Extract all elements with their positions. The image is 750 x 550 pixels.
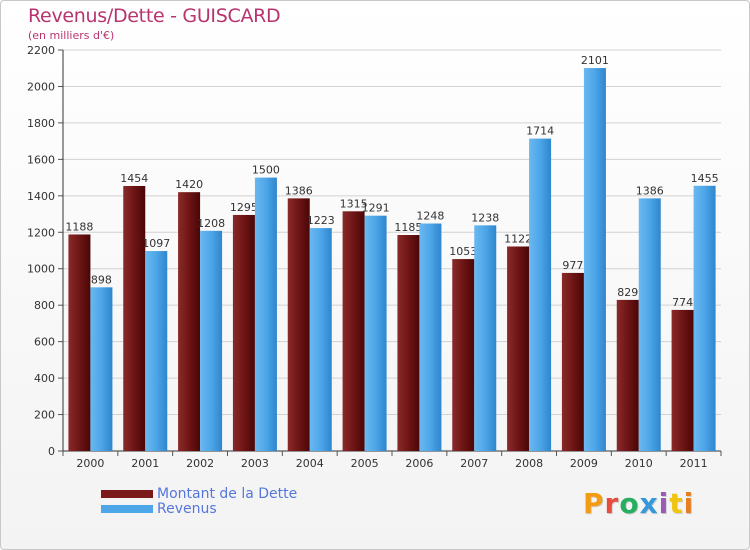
data-label-debt: 1386 [285, 184, 313, 197]
x-tick-label: 2008 [515, 457, 543, 470]
bar-revenue [583, 68, 606, 452]
data-label-debt: 1295 [230, 201, 258, 214]
bar-debt [671, 309, 694, 451]
data-label-revenue: 1248 [416, 210, 444, 223]
logo-letter: x [639, 487, 659, 520]
bar-debt [232, 214, 255, 451]
data-label-revenue: 898 [91, 273, 112, 286]
bar-revenue [693, 185, 716, 451]
y-tick-label: 800 [34, 299, 55, 312]
x-tick-label: 2009 [570, 457, 598, 470]
chart-title: Revenus/Dette - GUISCARD [28, 5, 281, 27]
y-tick-label: 1400 [27, 190, 55, 203]
y-tick-label: 2000 [27, 80, 55, 93]
data-label-revenue: 1208 [197, 217, 225, 230]
bar-debt [561, 272, 584, 451]
data-label-debt: 1454 [120, 172, 148, 185]
bar-revenue [474, 225, 497, 451]
x-tick-label: 2000 [76, 457, 104, 470]
legend-label-debt: Montant de la Dette [157, 486, 298, 502]
data-label-debt: 1122 [504, 232, 532, 245]
y-tick-label: 1800 [27, 117, 55, 130]
bar-revenue [254, 177, 277, 451]
x-tick-label: 2006 [405, 457, 433, 470]
data-label-revenue: 1238 [471, 211, 499, 224]
data-label-debt: 1053 [449, 245, 477, 258]
bar-debt [616, 299, 639, 451]
data-label-revenue: 1455 [691, 172, 719, 185]
bar-debt [397, 235, 420, 451]
x-tick-label: 2007 [460, 457, 488, 470]
bar-revenue [529, 138, 552, 452]
bar-revenue [145, 251, 168, 451]
y-tick-label: 2200 [27, 44, 55, 57]
data-label-debt: 1420 [175, 178, 203, 191]
x-tick-label: 2011 [680, 457, 708, 470]
bar-debt [342, 211, 365, 451]
bar-revenue [364, 215, 387, 451]
proxiti-logo: Proxiti [583, 487, 694, 520]
data-label-revenue: 1223 [307, 214, 335, 227]
bar-revenue [200, 230, 223, 451]
x-tick-label: 2010 [625, 457, 653, 470]
y-tick-label: 200 [34, 409, 55, 422]
y-tick-label: 1000 [27, 263, 55, 276]
logo-letter: i [658, 487, 670, 520]
bar-revenue [638, 198, 661, 451]
legend-swatch-debt [101, 490, 153, 498]
x-tick-label: 2002 [186, 457, 214, 470]
bar-revenue [419, 223, 442, 451]
data-label-debt: 1185 [394, 221, 422, 234]
data-label-debt: 774 [672, 296, 693, 309]
logo-letter: i [683, 487, 695, 520]
y-tick-label: 0 [48, 445, 55, 458]
y-tick-label: 400 [34, 372, 55, 385]
data-label-revenue: 1386 [636, 184, 664, 197]
logo-letter: r [604, 487, 620, 520]
data-label-revenue: 1500 [252, 164, 280, 177]
data-label-revenue: 1291 [362, 202, 390, 215]
bar-debt [452, 259, 475, 451]
bar-revenue [90, 287, 113, 451]
bar-debt [68, 234, 91, 451]
data-label-revenue: 2101 [581, 54, 609, 67]
legend-label-revenue: Revenus [157, 501, 217, 517]
bar-debt [507, 246, 530, 451]
logo-letter: o [619, 487, 640, 520]
y-tick-label: 1200 [27, 226, 55, 239]
logo-letter: P [583, 487, 605, 520]
y-tick-label: 600 [34, 336, 55, 349]
bar-debt [123, 185, 146, 451]
data-label-revenue: 1097 [142, 237, 170, 250]
x-tick-label: 2004 [296, 457, 324, 470]
data-label-debt: 1188 [65, 220, 93, 233]
data-label-debt: 1315 [340, 197, 368, 210]
bar-debt [287, 198, 310, 451]
data-label-revenue: 1714 [526, 125, 554, 138]
bar-revenue [309, 228, 332, 451]
legend-swatch-revenue [101, 505, 153, 513]
x-tick-label: 2001 [131, 457, 159, 470]
chart-subtitle: (en milliers d'€) [28, 29, 115, 42]
bar-debt [178, 192, 201, 451]
y-tick-label: 1600 [27, 153, 55, 166]
x-tick-label: 2003 [241, 457, 269, 470]
data-label-debt: 977 [562, 259, 583, 272]
logo-letter: t [669, 487, 684, 520]
x-tick-label: 2005 [351, 457, 379, 470]
data-label-debt: 829 [617, 286, 638, 299]
